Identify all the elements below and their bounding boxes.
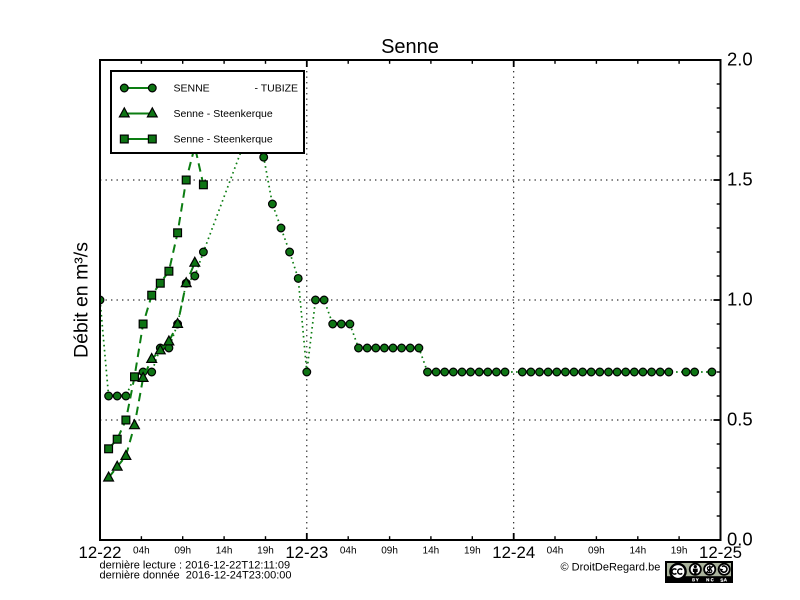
svg-text:12-25: 12-25 [699,543,742,562]
svg-text:19h: 19h [671,546,688,557]
svg-text:04h: 04h [547,546,564,557]
svg-text:dernière donnée 2016-12-24T23: dernière donnée 2016-12-24T23:00:00 [100,569,292,581]
svg-text:04h: 04h [340,546,357,557]
svg-text:Senne: Senne [381,36,439,58]
svg-text:04h: 04h [133,546,150,557]
svg-text:- TUBIZE: - TUBIZE [255,83,299,95]
svg-text:1.5: 1.5 [727,168,753,189]
svg-text:0.0: 0.0 [727,528,753,549]
svg-text:0.5: 0.5 [727,408,753,429]
svg-text:14h: 14h [216,546,233,557]
svg-text:09h: 09h [588,546,605,557]
svg-text:Senne - Steenkerque: Senne - Steenkerque [174,108,273,120]
svg-text:dernière lecture : 2016-12-22T: dernière lecture : 2016-12-22T12:11:09 [100,560,291,572]
svg-text:19h: 19h [464,546,481,557]
svg-text:12-22: 12-22 [79,543,122,562]
svg-text:09h: 09h [381,546,398,557]
svg-text:12-24: 12-24 [492,543,535,562]
svg-text:2.0: 2.0 [727,48,753,69]
svg-text:© DroitDeRegard.be: © DroitDeRegard.be [561,561,661,573]
svg-text:SENNE: SENNE [174,83,210,95]
svg-text:Débit en m³/s: Débit en m³/s [71,242,93,358]
svg-text:09h: 09h [174,546,191,557]
svg-text:14h: 14h [629,546,646,557]
svg-text:12-23: 12-23 [285,543,328,562]
svg-text:14h: 14h [423,546,440,557]
svg-text:19h: 19h [257,546,274,557]
svg-text:1.0: 1.0 [727,288,753,309]
svg-text:Senne - Steenkerque: Senne - Steenkerque [174,134,273,146]
